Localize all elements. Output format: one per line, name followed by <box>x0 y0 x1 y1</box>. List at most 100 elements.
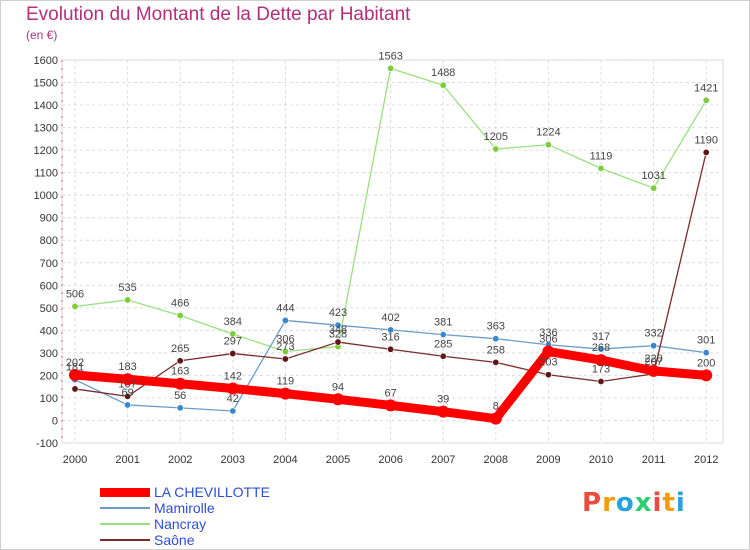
data-label: 306 <box>539 334 557 346</box>
data-point <box>544 141 552 149</box>
y-tick-label: 600 <box>40 280 58 292</box>
data-point <box>176 311 184 319</box>
data-point <box>121 373 134 386</box>
data-point <box>597 345 605 353</box>
y-tick-label: 500 <box>40 303 58 315</box>
data-point <box>542 345 555 358</box>
data-point <box>702 349 710 357</box>
legend-item: Saône <box>100 532 270 548</box>
data-label: 1421 <box>694 82 718 94</box>
legend-item: LA CHEVILLOTTE <box>100 484 270 500</box>
data-label: 1224 <box>536 127 560 139</box>
y-tick-label: 200 <box>40 370 58 382</box>
logo-letter: P <box>582 488 603 518</box>
data-point <box>702 96 710 104</box>
logo-letter: x <box>634 488 653 518</box>
y-tick-label: 1300 <box>34 123 58 135</box>
data-label: 94 <box>332 381 344 393</box>
data-point <box>597 377 605 385</box>
data-label: 1205 <box>484 131 508 143</box>
data-label: 466 <box>171 297 189 309</box>
data-point <box>124 392 132 400</box>
y-tick-label: -100 <box>36 438 58 450</box>
data-label: 384 <box>224 316 242 328</box>
legend-label: Saône <box>154 532 195 548</box>
data-label: 107 <box>118 378 136 390</box>
chart-title: Evolution du Montant de la Dette par Hab… <box>26 4 411 25</box>
data-label: 301 <box>697 335 715 347</box>
data-point <box>281 316 289 324</box>
data-point <box>387 64 395 72</box>
data-label: 306 <box>276 334 294 346</box>
logo-letter: o <box>615 488 635 518</box>
data-point <box>492 335 500 343</box>
data-label: 220 <box>644 353 662 365</box>
data-point <box>334 338 342 346</box>
y-tick-label: 1100 <box>34 168 58 180</box>
data-label: 336 <box>539 327 557 339</box>
data-point <box>387 326 395 334</box>
x-tick-label: 2006 <box>378 454 402 466</box>
logo-letter: t <box>662 488 676 518</box>
y-tick-label: 1200 <box>34 145 58 157</box>
data-label: 8 <box>493 401 499 413</box>
y-tick-label: 1000 <box>34 190 58 202</box>
data-label: 183 <box>118 361 136 373</box>
data-label: 142 <box>224 370 242 382</box>
data-label: 402 <box>381 312 399 324</box>
data-label: 297 <box>224 336 242 348</box>
data-point <box>439 352 447 360</box>
data-point <box>332 393 344 406</box>
y-tick-label: 100 <box>40 393 58 405</box>
y-tick-label: 400 <box>40 325 58 337</box>
data-point <box>174 377 187 390</box>
logo-letter: i <box>675 488 686 518</box>
y-tick-label: 0 <box>52 415 58 427</box>
data-point <box>702 148 710 156</box>
data-point <box>281 355 289 363</box>
legend-swatch <box>100 507 150 509</box>
data-label: 1119 <box>590 150 613 162</box>
y-tick-label: 700 <box>40 258 58 270</box>
data-label: 317 <box>592 331 610 343</box>
data-label: 258 <box>487 344 505 356</box>
data-point <box>647 364 660 377</box>
data-point <box>437 405 450 418</box>
data-point <box>69 368 81 381</box>
data-label: 273 <box>276 341 294 353</box>
data-point <box>650 184 658 192</box>
legend-label: Mamirolle <box>154 500 215 516</box>
data-point <box>229 330 237 338</box>
data-point <box>439 331 447 339</box>
data-label: 423 <box>329 307 347 319</box>
data-label: 348 <box>329 324 347 336</box>
x-tick-label: 2012 <box>694 454 718 466</box>
data-label: 1563 <box>378 50 402 62</box>
data-label: 285 <box>434 338 452 350</box>
x-tick-label: 2005 <box>326 454 350 466</box>
data-label: 1488 <box>431 67 455 79</box>
data-label: 200 <box>697 357 715 369</box>
data-point <box>544 371 552 379</box>
data-point <box>229 407 237 415</box>
logo-letter: r <box>602 488 616 518</box>
data-label: 163 <box>171 366 189 378</box>
unit-label: (en €) <box>26 28 58 42</box>
data-label: 316 <box>381 331 399 343</box>
data-label: 363 <box>487 321 505 333</box>
data-label: 265 <box>171 343 189 355</box>
x-tick-label: 2000 <box>63 454 87 466</box>
data-label: 506 <box>66 288 84 300</box>
data-point <box>700 369 713 382</box>
legend-label: LA CHEVILLOTTE <box>154 484 270 500</box>
data-label: 56 <box>174 390 186 402</box>
data-point <box>595 354 607 367</box>
data-label: 332 <box>644 328 662 340</box>
data-label: 207 <box>644 356 662 368</box>
data-point <box>439 81 447 89</box>
data-point <box>492 145 500 153</box>
y-tick-label: 1600 <box>34 55 58 67</box>
data-label: 381 <box>434 317 452 329</box>
data-label: 268 <box>592 342 610 354</box>
data-label: 173 <box>592 363 610 375</box>
